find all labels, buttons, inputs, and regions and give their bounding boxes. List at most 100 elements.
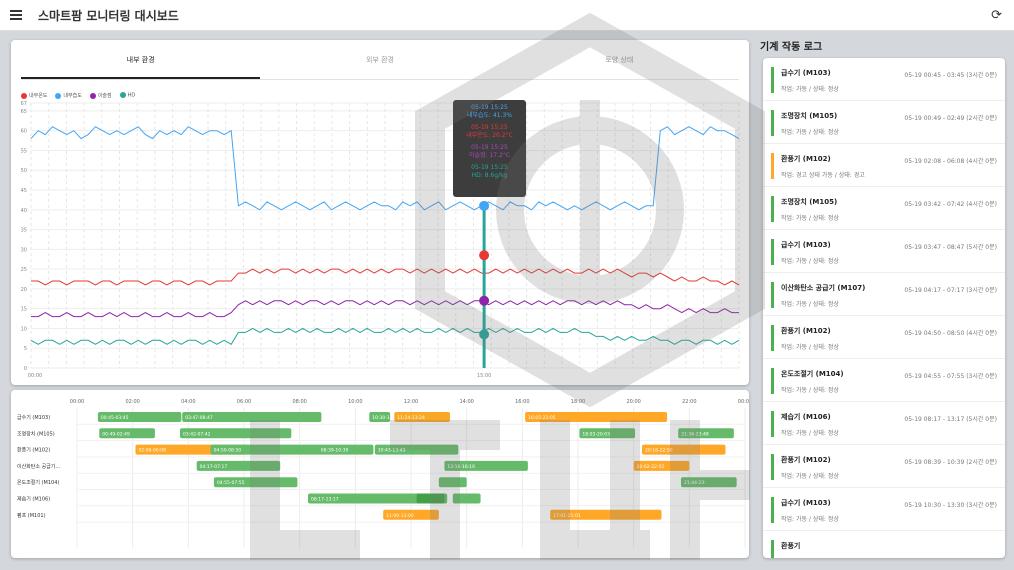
- gantt-bar[interactable]: [99, 428, 155, 439]
- log-machine-name: 이산화탄소 공급기 (M107): [781, 284, 866, 292]
- gantt-bar[interactable]: [394, 412, 450, 422]
- gantt-bar[interactable]: [369, 412, 391, 422]
- log-item[interactable]: 온도조절기 (M104) 05-19 04:55 - 07:55 (3시간 0분)…: [763, 359, 1005, 402]
- x-tick-label: 10:00: [348, 399, 362, 405]
- environment-line-chart[interactable]: 0 5 10 15 20 25 30 35 40 45 50 55 60 65 67 00:00 15:00: [11, 98, 749, 383]
- log-machine-name: 급수기 (M103): [781, 69, 831, 77]
- log-state: 작업: 경고 상태 가동 / 상태: 경고: [781, 172, 865, 179]
- status-indicator: [771, 282, 774, 308]
- y-tick-label: 35: [21, 228, 27, 234]
- log-item[interactable]: 환풍기 (M102) 05-19 04:50 - 08:50 (4시간 0분) 작업…: [763, 316, 1005, 359]
- log-time-range: 05-19 03:47 - 08:47 (5시간 0분): [904, 244, 997, 251]
- gantt-bar-label: 08:17-13:17: [311, 497, 339, 503]
- gantt-bar[interactable]: [550, 509, 662, 520]
- gantt-bar[interactable]: [438, 477, 467, 488]
- gantt-bar[interactable]: [579, 428, 636, 439]
- status-indicator: [771, 368, 774, 394]
- legend-item-internal-humidity[interactable]: 내부습도: [55, 92, 82, 99]
- y-tick-label: 25: [21, 267, 27, 273]
- log-item[interactable]: 환풍기 (M102) 05-19 02:08 - 06:08 (4시간 0분) 작업…: [763, 144, 1005, 187]
- x-tick-label: 00:00: [70, 399, 84, 405]
- gantt-bar[interactable]: [374, 444, 459, 455]
- status-indicator: [771, 67, 774, 93]
- y-tick-label: 50: [21, 168, 27, 174]
- tooltip-value-hd: HD: 8.6g/kg: [471, 172, 508, 179]
- hover-point: [479, 329, 490, 340]
- gantt-bar[interactable]: [452, 493, 481, 504]
- hover-point: [479, 200, 490, 211]
- log-item[interactable]: 조명장치 (M105) 05-19 03:42 - 07:42 (4시간 0분) 작…: [763, 187, 1005, 230]
- tooltip-time: 05-19 15:25: [471, 164, 508, 171]
- gantt-bar-label: 11:24-13:24: [397, 415, 425, 421]
- tab-internal-environment[interactable]: 내부 환경: [21, 50, 261, 79]
- gantt-bar[interactable]: [182, 412, 322, 422]
- environment-tabs: 내부 환경 외부 환경 토양 상태: [21, 50, 739, 80]
- x-tick-label: 02:00: [125, 399, 139, 405]
- tab-external-environment[interactable]: 외부 환경: [365, 56, 394, 64]
- log-machine-name: 조명장치 (M105): [781, 198, 838, 206]
- log-state: 작업: 가동 / 상태: 정상: [781, 86, 839, 93]
- legend-item-internal-temp[interactable]: 내부온도: [21, 92, 47, 99]
- gantt-bar[interactable]: [210, 444, 322, 455]
- status-indicator: [771, 454, 774, 480]
- gantt-bar[interactable]: [416, 493, 445, 504]
- gantt-bar[interactable]: [213, 477, 298, 488]
- gantt-row-label: 펌프 (M101): [17, 512, 46, 519]
- gantt-bar-label: 04:50-08:50: [214, 448, 242, 454]
- chart-tooltip: 05-19 15:25 내부습도: 41.3% 05-19 15:25 내부온도…: [453, 100, 526, 197]
- x-tick-label: 22:00: [682, 399, 696, 405]
- log-time-range: 05-19 04:55 - 07:55 (3시간 0분): [904, 373, 997, 380]
- gantt-bar[interactable]: [633, 460, 690, 471]
- series-line-내부습도: [30, 126, 740, 211]
- log-item[interactable]: 급수기 (M103) 05-19 03:47 - 08:47 (5시간 0분) 작업…: [763, 230, 1005, 273]
- refresh-icon[interactable]: ⟳: [991, 8, 1002, 23]
- gantt-row-label: 제습기 (M106): [17, 496, 50, 503]
- gantt-bar[interactable]: [680, 477, 737, 488]
- gantt-bar[interactable]: [97, 412, 182, 422]
- y-tick-label: 65: [21, 109, 27, 115]
- gantt-bar-label: 03:42-07:42: [183, 431, 211, 437]
- log-state: 작업: 가동 / 상태: 정상: [781, 258, 839, 265]
- tooltip-value-humidity: 내부습도: 41.3%: [466, 112, 513, 119]
- gantt-bar[interactable]: [179, 428, 292, 439]
- log-state: 작업: 가동 / 상태: 정상: [781, 516, 839, 523]
- gantt-bar-label: 03:47-08:47: [185, 415, 213, 421]
- tooltip-value-temp: 내부온도: 20.2°C: [466, 132, 513, 139]
- gantt-bar[interactable]: [383, 509, 439, 520]
- top-app-bar: 스마트팜 모니터링 대시보드 ⟳: [0, 0, 1014, 31]
- log-item[interactable]: 급수기 (M103) 05-19 10:30 - 13:30 (3시간 0분) 작업…: [763, 488, 1005, 531]
- tab-soil-status[interactable]: 토양 상태: [605, 56, 634, 64]
- gantt-bar[interactable]: [444, 460, 528, 471]
- legend-item-dew-point[interactable]: 이슬점: [89, 92, 112, 99]
- gantt-bar-label: 10:43-13:43: [378, 448, 406, 454]
- x-tick-label: 18:00: [571, 399, 585, 405]
- y-tick-label: 45: [21, 188, 27, 194]
- legend-item-hd[interactable]: HD: [119, 92, 135, 99]
- log-machine-name: 급수기 (M103): [781, 241, 831, 249]
- gantt-bar[interactable]: [642, 444, 726, 455]
- log-time-range: 05-19 02:08 - 06:08 (4시간 0분): [904, 158, 997, 165]
- log-item[interactable]: 환풍기 (M102) 05-19 08:39 - 10:39 (2시간 0분) 작업…: [763, 445, 1005, 488]
- gantt-bar[interactable]: [308, 493, 448, 504]
- machine-gantt-chart[interactable]: 00:00 02:00 04:00 06:00 08:00 10:00 12:00 14:00…: [11, 390, 749, 558]
- gantt-row-label: 온도조절기 (M104): [17, 479, 59, 486]
- hover-point: [479, 250, 490, 261]
- gantt-bar[interactable]: [196, 460, 281, 471]
- gantt-bar[interactable]: [317, 444, 374, 455]
- menu-icon[interactable]: [10, 10, 22, 20]
- gantt-bar[interactable]: [678, 428, 734, 439]
- log-item[interactable]: 제습기 (M106) 05-19 08:17 - 13:17 (5시간 0분) 작업…: [763, 402, 1005, 445]
- log-item[interactable]: 조명장치 (M105) 05-19 00:49 - 02:49 (2시간 0분) 작…: [763, 101, 1005, 144]
- hover-point: [479, 295, 490, 306]
- log-machine-name: 조명장치 (M105): [781, 112, 838, 120]
- x-tick-label: 20:00: [626, 399, 640, 405]
- log-time-range: 05-19 04:50 - 08:50 (4시간 0분): [904, 330, 997, 337]
- log-time-range: 05-19 10:30 - 13:30 (3시간 0분): [904, 502, 997, 509]
- log-item[interactable]: 이산화탄소 공급기 (M107) 05-19 04:17 - 07:17 (3시간…: [763, 273, 1005, 316]
- status-indicator: [771, 325, 774, 351]
- log-machine-name: 온도조절기 (M104): [781, 370, 844, 378]
- log-item[interactable]: 급수기 (M103) 05-19 00:45 - 03:45 (3시간 0분) 작업…: [763, 58, 1005, 101]
- log-item[interactable]: 환풍기: [763, 531, 1005, 558]
- gantt-bar-label: 20:02-22:02: [637, 464, 665, 470]
- gantt-bar[interactable]: [525, 412, 668, 422]
